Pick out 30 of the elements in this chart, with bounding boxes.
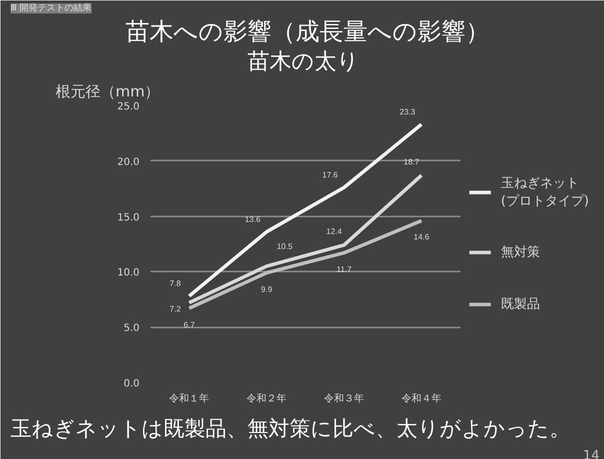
text: Ⅲ 開発テストの結果: [10, 2, 92, 14]
text: 5.0: [124, 323, 140, 334]
legend-label: 無対策: [500, 244, 540, 260]
data-label: 9.9: [261, 284, 273, 294]
data-label: 10.5: [276, 242, 293, 252]
y-axis-title: 根元径（mm）: [56, 82, 160, 100]
data-label: 18.7: [404, 157, 420, 166]
data-label: 23.3: [400, 107, 416, 116]
text: 0.0: [124, 378, 140, 390]
x-tick-label: 令和３年: [324, 392, 364, 404]
data-label: 7.8: [170, 279, 182, 288]
x-tick-label: 令和１年: [169, 392, 210, 404]
chart-title: 苗木への影響（成長量への影響）: [126, 18, 490, 46]
data-label: 13.6: [244, 214, 261, 224]
text: 10.0: [117, 268, 140, 279]
data-label: 12.4: [326, 227, 342, 236]
text: 25.0: [117, 102, 140, 112]
text: 玉ねぎネットは既製品、無対策に比べ、太りがよかった。: [10, 416, 570, 440]
text: 20.0: [117, 156, 140, 168]
data-label: 11.7: [336, 264, 352, 274]
x-tick-label: 令和２年: [246, 392, 287, 404]
data-label: 6.7: [184, 320, 196, 330]
legend-label: 既製品: [500, 296, 540, 312]
data-label: 7.2: [170, 304, 182, 314]
text: 15.0: [117, 212, 140, 224]
legend-label: 玉ねぎネット (プロトタイプ): [500, 174, 589, 210]
chart-subtitle: 苗木の太り: [248, 50, 360, 74]
data-label: 14.6: [414, 232, 430, 242]
data-label: 17.6: [322, 170, 338, 180]
x-tick-label: 令和４年: [401, 392, 442, 404]
